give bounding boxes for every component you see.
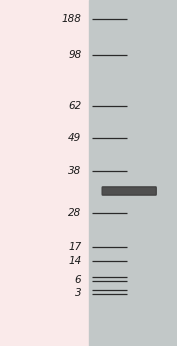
Text: 3: 3 [75,289,81,298]
Text: 38: 38 [68,166,81,176]
Text: 14: 14 [68,256,81,266]
Text: 6: 6 [75,275,81,285]
Bar [88,0,177,346]
Text: 28: 28 [68,208,81,218]
Text: 62: 62 [68,101,81,110]
Text: 17: 17 [68,243,81,252]
Bar [0,0,88,346]
Text: 49: 49 [68,134,81,143]
FancyBboxPatch shape [102,187,156,195]
Text: 188: 188 [62,14,81,24]
Text: 98: 98 [68,51,81,60]
